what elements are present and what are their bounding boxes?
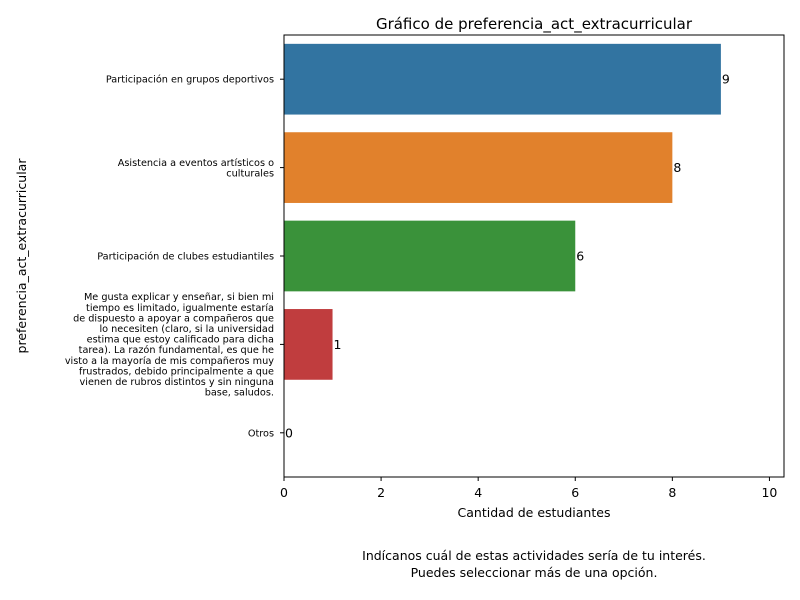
y-tick-label-3-4: estima que estoy calificado para dicha	[87, 335, 274, 346]
x-tick-label-5: 10	[761, 485, 777, 500]
y-tick-label-1-0: Asistencia a eventos artísticos o	[118, 157, 274, 169]
bar-2	[284, 220, 576, 292]
data-label-0: 9	[722, 72, 730, 87]
bar-3	[284, 309, 333, 380]
x-tick-label-1: 2	[377, 485, 385, 500]
y-tick-label-3-6: visto a la mayoría de mis compañeros muy	[65, 355, 274, 367]
y-tick-label-3-0: Me gusta explicar y enseñar, si bien mi	[84, 292, 274, 303]
plot-frame	[283, 34, 785, 478]
y-tick-label-3-1: tiempo es limitado, igualmente estaría	[86, 302, 274, 314]
y-tick-label-0-0: Participación en grupos deportivos	[106, 74, 274, 86]
x-axis-label: Cantidad de estudiantes	[458, 505, 611, 520]
x-tick-label-4: 8	[668, 485, 676, 500]
y-tick-label-3-2: de dispuesto a apoyar a compañeros que	[73, 313, 274, 324]
y-tick-label-1-1: culturales	[226, 168, 274, 179]
data-label-1: 8	[673, 160, 681, 175]
y-tick-label-3-9: base, saludos.	[205, 388, 274, 399]
y-tick-label-4-0: Otros	[248, 428, 274, 439]
data-label-2: 6	[576, 249, 584, 264]
y-axis-label: preferencia_act_extracurricular	[14, 158, 29, 354]
x-tick-label-3: 6	[571, 485, 579, 500]
caption-line-1: Indícanos cuál de estas actividades serí…	[362, 548, 706, 563]
chart-title: Gráfico de preferencia_act_extracurricul…	[376, 15, 693, 34]
x-tick-label-2: 4	[474, 485, 482, 500]
bar-1	[284, 132, 673, 203]
data-label-3: 1	[334, 337, 342, 352]
x-tick-label-0: 0	[280, 485, 288, 500]
y-tick-label-3-5: tarea). La razón fundamental, es que he	[79, 344, 274, 356]
y-tick-label-2-0: Participación de clubes estudiantiles	[97, 251, 274, 263]
y-tick-label-3-3: lo necesiten (claro, si la universidad	[99, 324, 274, 335]
data-label-4: 0	[285, 425, 293, 440]
y-tick-label-3-7: frustrados, debido principalmente a que	[79, 366, 274, 377]
caption-line-2: Puedes seleccionar más de una opción.	[410, 565, 658, 580]
chart-caption: Indícanos cuál de estas actividades serí…	[284, 547, 784, 581]
bar-0	[284, 43, 721, 115]
y-tick-label-3-8: vienen de rubros distintos y sin ninguna	[80, 377, 275, 388]
